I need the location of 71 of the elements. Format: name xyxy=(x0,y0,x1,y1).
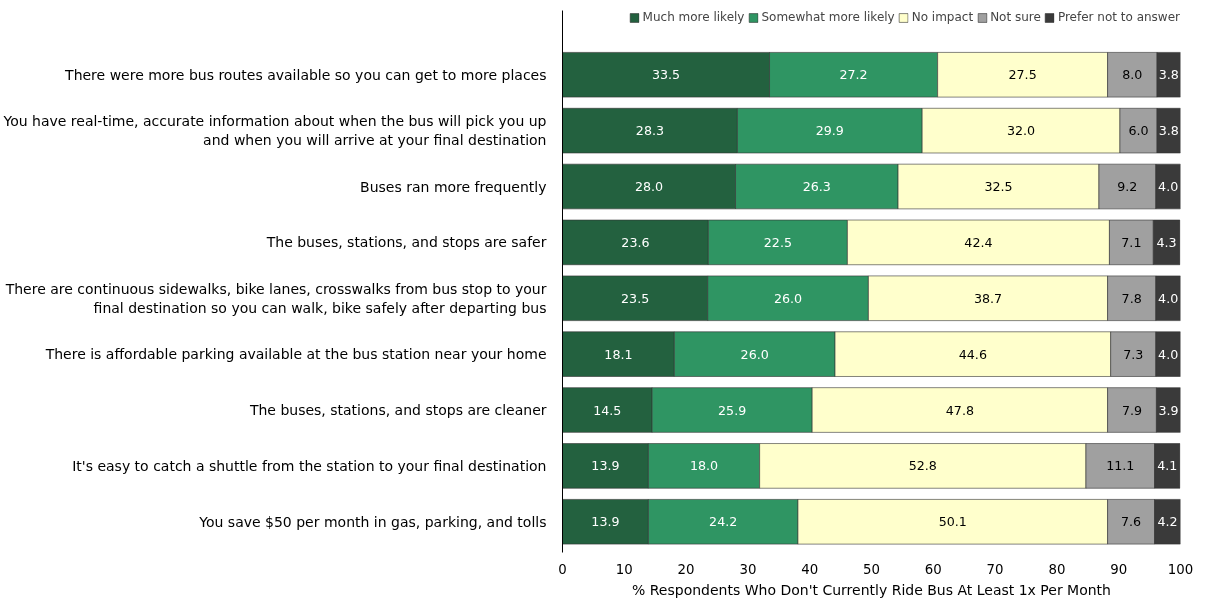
data-label: 13.9 xyxy=(591,458,620,474)
x-tick-label: 100 xyxy=(1167,561,1194,577)
data-label: 44.6 xyxy=(958,346,987,362)
x-tick-label: 80 xyxy=(1048,561,1066,577)
data-label: 26.3 xyxy=(802,179,831,195)
data-label: 7.9 xyxy=(1121,402,1143,418)
data-label: 26.0 xyxy=(773,290,803,306)
data-label: 8.0 xyxy=(1122,67,1143,83)
data-label: 27.5 xyxy=(1008,67,1037,83)
data-label: 3.9 xyxy=(1158,402,1179,418)
x-tick-label: 90 xyxy=(1110,561,1128,577)
legend-label: Much more likely xyxy=(642,10,745,24)
data-label: 24.2 xyxy=(709,514,738,530)
y-tick-label: It's easy to catch a shuttle from the station to your final destination xyxy=(72,457,547,474)
x-tick-label: 70 xyxy=(986,561,1004,577)
x-tick-label: 40 xyxy=(801,561,819,577)
data-label: 42.4 xyxy=(964,234,993,250)
data-label: 26.0 xyxy=(740,346,769,362)
data-label: 4.0 xyxy=(1158,179,1179,195)
y-tick-label: Buses ran more frequently xyxy=(360,178,547,195)
y-tick-label: There is affordable parking available at the bus station near your home xyxy=(44,346,547,363)
data-label: 52.8 xyxy=(908,458,937,474)
data-label: 14.5 xyxy=(593,402,622,418)
x-tick-label: 60 xyxy=(924,561,942,577)
data-label: 7.1 xyxy=(1121,234,1142,250)
data-label: 29.9 xyxy=(815,123,844,139)
data-label: 18.1 xyxy=(604,346,633,362)
data-label: 11.1 xyxy=(1106,458,1135,474)
data-label: 25.9 xyxy=(718,402,747,418)
x-tick-label: 0 xyxy=(558,561,567,577)
x-tick-label: 20 xyxy=(677,561,695,577)
data-label: 22.5 xyxy=(763,234,792,250)
data-label: 4.3 xyxy=(1156,234,1177,250)
data-label: 9.2 xyxy=(1117,179,1138,195)
data-label: 13.9 xyxy=(591,514,620,530)
legend-label: Somewhat more likely xyxy=(761,10,895,24)
data-label: 23.6 xyxy=(621,234,650,250)
data-label: 4.0 xyxy=(1158,346,1179,362)
data-label: 32.5 xyxy=(984,179,1013,195)
data-label: 32.0 xyxy=(1006,123,1036,139)
legend-label: No impact xyxy=(911,10,974,24)
y-tick-label: You save $50 per month in gas, parking, and tolls xyxy=(198,513,547,530)
legend-label: Not sure xyxy=(990,10,1041,24)
data-label: 7.3 xyxy=(1123,346,1144,362)
data-label: 4.1 xyxy=(1157,458,1178,474)
data-label: 33.5 xyxy=(651,67,681,83)
data-label: 7.8 xyxy=(1121,290,1142,306)
y-tick-label: The buses, stations, and stops are safer xyxy=(265,234,547,251)
data-label: 23.5 xyxy=(621,290,650,306)
data-label: 18.0 xyxy=(689,458,719,474)
x-tick-label: 30 xyxy=(739,561,757,577)
data-label: 7.6 xyxy=(1121,514,1142,530)
data-label: 6.0 xyxy=(1128,123,1149,139)
y-tick-label: There are continuous sidewalks, bike lanes, crosswalks from bus stop to your final destination so you can walk, bike safely after departing bus xyxy=(4,280,547,316)
data-label: 38.7 xyxy=(973,290,1003,306)
data-label: 28.0 xyxy=(634,179,664,195)
data-label: 4.0 xyxy=(1158,290,1179,306)
legend-label: Prefer not to answer xyxy=(1057,10,1180,24)
x-tick-label: 10 xyxy=(615,561,633,577)
y-tick-label: You have real-time, accurate information about when the bus will pick you up and when you will arrive at your final destination xyxy=(2,113,547,149)
data-label: 3.8 xyxy=(1158,67,1179,83)
data-label: 47.8 xyxy=(945,402,974,418)
data-label: 28.3 xyxy=(635,123,665,139)
x-axis-title: % Respondents Who Don't Currently Ride Bus At Least 1x Per Month xyxy=(632,581,1111,598)
y-tick-label: There were more bus routes available so you can get to more places xyxy=(64,66,547,83)
data-label: 27.2 xyxy=(839,67,868,83)
data-label: 3.8 xyxy=(1158,123,1179,139)
data-label: 4.2 xyxy=(1157,514,1178,530)
x-tick-label: 50 xyxy=(863,561,880,577)
data-label: 50.1 xyxy=(938,514,967,530)
y-tick-label: The buses, stations, and stops are cleaner xyxy=(248,402,547,419)
